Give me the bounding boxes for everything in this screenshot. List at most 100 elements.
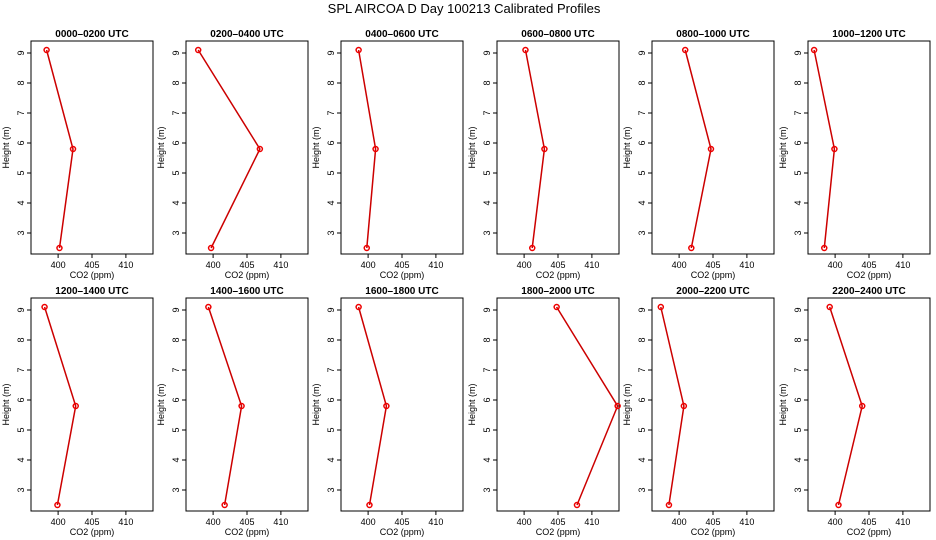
- x-axis-label: CO2 (ppm): [70, 270, 115, 280]
- data-point: [366, 501, 373, 509]
- y-axis-label: Height (m): [622, 126, 632, 168]
- profile-panel: 0400–0600 UTC 400 405 410 3 4 5 6 7 8 9 CO2 (ppm) He…: [311, 29, 464, 280]
- panel-title: 0400–0600 UTC: [365, 29, 438, 40]
- y-tick-label: 4: [637, 200, 647, 205]
- profile-line: [45, 49, 74, 249]
- data-point: [528, 244, 536, 252]
- profile-line: [813, 49, 836, 249]
- x-axis-label: CO2 (ppm): [380, 527, 425, 537]
- data-point: [810, 46, 818, 54]
- y-tick-label: 6: [793, 140, 803, 145]
- y-tick-label: 7: [482, 367, 492, 372]
- figure-title: SPL AIRCOA D Day 100213 Calibrated Profi…: [328, 1, 601, 16]
- x-tick-label: 405: [239, 517, 254, 527]
- x-tick-label: 400: [517, 260, 532, 270]
- data-point: [831, 145, 838, 153]
- x-tick-label: 400: [517, 517, 532, 527]
- x-tick-label: 410: [584, 517, 599, 527]
- profile-panel: 1400–1600 UTC 400 405 410 3 4 5 6 7 8 9 CO2 (ppm) He…: [156, 286, 309, 537]
- profile-line: [660, 306, 685, 506]
- profile-panel: 1000–1200 UTC 400 405 410 3 4 5 6 7 8 9 CO2 (ppm) He…: [778, 29, 931, 280]
- y-tick-label: 7: [482, 110, 492, 115]
- data-point: [680, 402, 688, 410]
- panel-title: 2000–2200 UTC: [676, 286, 749, 297]
- plot-frame: [30, 40, 154, 255]
- y-tick-label: 3: [326, 487, 336, 492]
- y-tick-label: 7: [637, 367, 647, 372]
- data-point: [573, 501, 581, 509]
- y-tick-label: 8: [637, 80, 647, 85]
- y-tick-label: 3: [793, 487, 803, 492]
- y-tick-label: 9: [793, 307, 803, 312]
- y-tick-label: 7: [793, 367, 803, 372]
- data-point: [43, 46, 50, 54]
- y-axis-label: Height (m): [622, 383, 632, 425]
- y-tick-label: 9: [793, 50, 803, 55]
- y-tick-label: 5: [171, 170, 181, 175]
- y-tick-label: 8: [171, 337, 181, 342]
- y-tick-label: 9: [482, 50, 492, 55]
- data-point: [238, 402, 245, 410]
- y-axis-label: Height (m): [311, 383, 321, 425]
- panel-title: 1400–1600 UTC: [210, 286, 283, 297]
- y-tick-label: 9: [326, 307, 336, 312]
- x-tick-label: 400: [51, 260, 66, 270]
- x-tick-label: 410: [739, 260, 754, 270]
- y-tick-label: 6: [326, 397, 336, 402]
- panel-grid: 0000–0200 UTC 400 405 410 3 4 5 6 7 8 9 CO2 (ppm) He…: [1, 29, 931, 537]
- profile-panel: 1600–1800 UTC 400 405 410 3 4 5 6 7 8 9 CO2 (ppm) He…: [311, 286, 464, 537]
- plot-frame: [340, 297, 464, 512]
- x-tick-label: 400: [51, 517, 66, 527]
- data-point: [688, 244, 695, 252]
- y-tick-label: 3: [793, 230, 803, 235]
- y-tick-label: 4: [171, 457, 181, 462]
- x-tick-label: 410: [895, 260, 910, 270]
- data-point: [72, 402, 79, 410]
- y-tick-label: 9: [637, 307, 647, 312]
- y-tick-label: 5: [637, 427, 647, 432]
- profile-line: [555, 306, 619, 506]
- x-tick-label: 400: [206, 517, 221, 527]
- y-axis-label: Height (m): [467, 126, 477, 168]
- x-tick-label: 405: [239, 260, 254, 270]
- y-tick-label: 3: [482, 487, 492, 492]
- panel-title: 1800–2000 UTC: [521, 286, 594, 297]
- data-point: [553, 303, 560, 311]
- data-point: [207, 244, 215, 252]
- x-tick-label: 405: [861, 517, 876, 527]
- x-tick-label: 410: [118, 260, 133, 270]
- panel-title: 1200–1400 UTC: [55, 286, 128, 297]
- data-point: [205, 303, 212, 311]
- y-tick-label: 4: [16, 200, 26, 205]
- plot-frame: [807, 297, 931, 512]
- y-tick-label: 3: [16, 230, 26, 235]
- panel-title: 0800–1000 UTC: [676, 29, 749, 40]
- x-tick-label: 410: [118, 517, 133, 527]
- y-tick-label: 7: [171, 110, 181, 115]
- data-point: [54, 501, 61, 509]
- data-point: [665, 501, 673, 509]
- x-axis-label: CO2 (ppm): [225, 527, 270, 537]
- x-tick-label: 410: [273, 517, 288, 527]
- y-axis-label: Height (m): [1, 126, 11, 168]
- y-tick-label: 6: [482, 140, 492, 145]
- y-tick-label: 6: [482, 397, 492, 402]
- y-tick-label: 7: [16, 110, 26, 115]
- profile-line: [357, 49, 377, 249]
- y-tick-label: 9: [326, 50, 336, 55]
- x-axis-label: CO2 (ppm): [70, 527, 115, 537]
- y-tick-label: 4: [793, 457, 803, 462]
- data-point: [835, 501, 842, 509]
- data-point: [355, 46, 362, 54]
- y-tick-label: 9: [16, 50, 26, 55]
- profile-panel: 1200–1400 UTC 400 405 410 3 4 5 6 7 8 9 CO2 (ppm) He…: [1, 286, 154, 537]
- data-point: [194, 46, 202, 54]
- data-point: [372, 145, 379, 153]
- y-tick-label: 8: [482, 80, 492, 85]
- y-axis-label: Height (m): [156, 126, 166, 168]
- y-tick-label: 8: [16, 80, 26, 85]
- x-axis-label: CO2 (ppm): [847, 270, 892, 280]
- y-tick-label: 5: [16, 170, 26, 175]
- x-tick-label: 400: [672, 260, 687, 270]
- data-point: [363, 244, 371, 252]
